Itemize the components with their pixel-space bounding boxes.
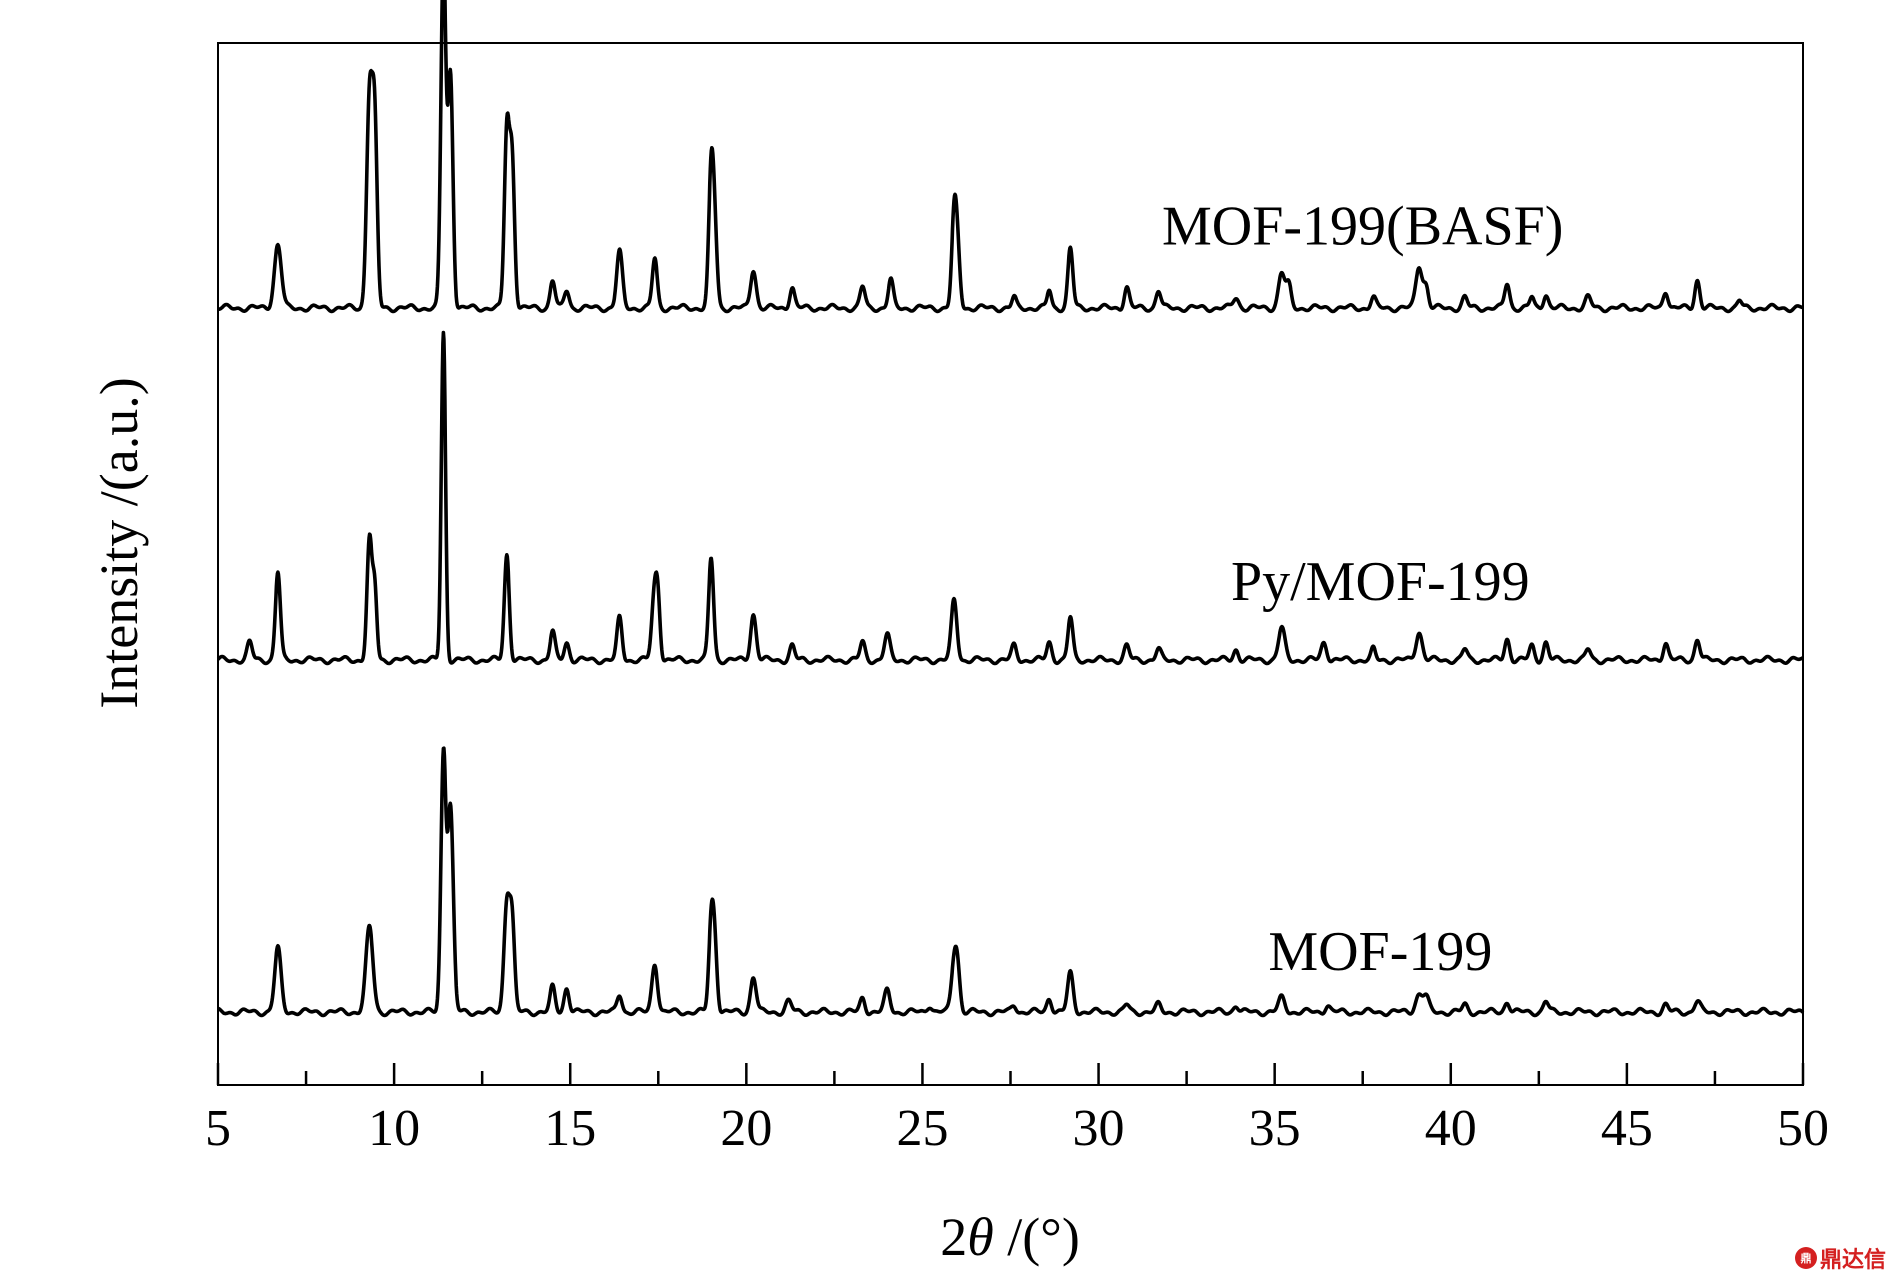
x-axis-title: 2θ /(°) (940, 1207, 1080, 1267)
watermark-logo-icon: 鼎 (1794, 1247, 1817, 1269)
series-labels: MOF-199(BASF) Py/MOF-199 MOF-199 (1162, 196, 1563, 983)
x-tick-label: 10 (368, 1100, 420, 1157)
x-tick-label: 5 (205, 1100, 231, 1157)
x-tick-label: 50 (1777, 1100, 1829, 1157)
series-label: MOF-199(BASF) (1162, 196, 1563, 258)
series-line (216, 746, 1805, 1018)
y-axis-title: Intensity /(a.u.) (89, 377, 149, 708)
x-tick-label: 35 (1249, 1100, 1301, 1157)
watermark: 鼎 鼎达信 (1794, 1242, 1886, 1274)
series-traces (216, 0, 1805, 1018)
x-axis-ticks (216, 1063, 1805, 1085)
series-line (216, 0, 1805, 314)
x-tick-label: 30 (1073, 1100, 1125, 1157)
x-tick-label: 20 (720, 1100, 772, 1157)
x-tick-label: 40 (1425, 1100, 1477, 1157)
x-tick-label: 45 (1601, 1100, 1653, 1157)
watermark-text: 鼎达信 (1819, 1248, 1886, 1273)
x-tick-label: 15 (544, 1100, 596, 1157)
series-label: MOF-199 (1268, 921, 1492, 983)
series-line (216, 330, 1805, 666)
x-tick-label: 25 (896, 1100, 948, 1157)
series-label: Py/MOF-199 (1231, 551, 1530, 613)
x-axis-tick-labels: 5 10 15 20 25 30 35 40 45 50 (205, 1100, 1829, 1157)
